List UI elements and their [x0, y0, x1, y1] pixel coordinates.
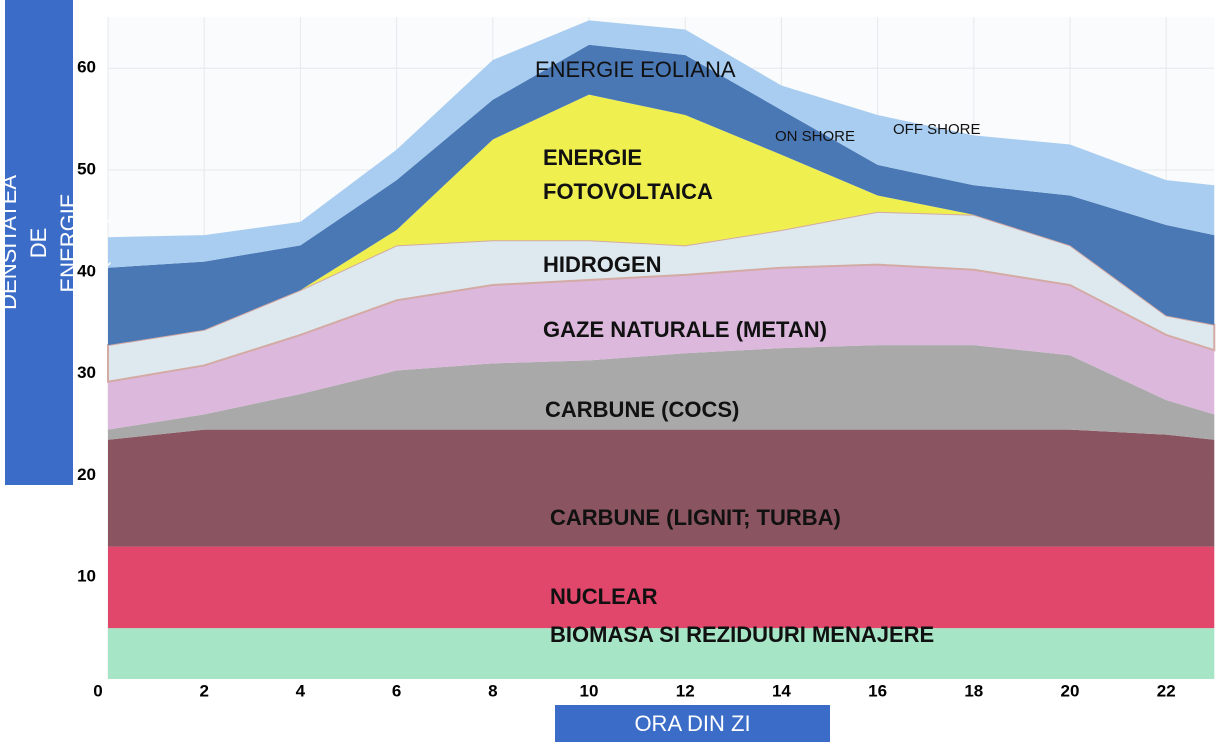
area: [108, 345, 1215, 440]
series-label: GAZE NATURALE (METAN): [543, 317, 827, 342]
x-tick-label: 16: [868, 681, 887, 700]
x-tick-label: 22: [1157, 681, 1176, 700]
series-label: ENERGIE FOTOVOLTAICA: [543, 145, 713, 204]
y-tick-label: 10: [77, 567, 96, 586]
x-tick-label: 2: [199, 681, 208, 700]
area: [108, 628, 1215, 679]
x-tick-label: 12: [676, 681, 695, 700]
area: [108, 429, 1215, 547]
x-axis-title: ORA DIN ZI: [555, 705, 830, 742]
series-label: ON SHORE: [775, 128, 856, 145]
series-label: OFF SHORE: [893, 121, 981, 138]
area: [108, 546, 1215, 629]
series-label: BIOMASA SI REZIDUURI MENAJERE: [550, 622, 935, 647]
y-tick-label: 60: [77, 58, 96, 77]
x-tick-label: 20: [1061, 681, 1080, 700]
x-tick-label: 18: [964, 681, 983, 700]
series-label: HIDROGEN: [543, 252, 662, 277]
annotation: ENERGIE EOLIANA: [535, 57, 736, 82]
y-axis-title: PUTEREA – DENSITATEA DE ENERGIE (GW): [0, 174, 111, 310]
x-tick-label: 6: [392, 681, 401, 700]
y-tick-label: 40: [77, 261, 96, 280]
area: [108, 264, 1215, 430]
area: [108, 44, 1215, 346]
x-tick-label: 14: [772, 681, 791, 700]
y-tick-label: 20: [77, 465, 96, 484]
x-tick-label: 8: [488, 681, 497, 700]
series-label: NUCLEAR: [550, 584, 658, 609]
y-tick-label: 30: [77, 363, 96, 382]
area: [108, 94, 1215, 346]
y-tick-label: 50: [77, 159, 96, 178]
series-label: CARBUNE (COCS): [545, 397, 740, 422]
y-title-box: PUTEREA – DENSITATEA DE ENERGIE (GW): [0, 0, 111, 485]
x-tick-label: 10: [580, 681, 599, 700]
series-label: CARBUNE (LIGNIT; TURBA): [550, 505, 841, 530]
x-tick-label: 0: [93, 681, 102, 700]
area: [108, 20, 1215, 268]
x-tick-label: 4: [296, 681, 306, 700]
